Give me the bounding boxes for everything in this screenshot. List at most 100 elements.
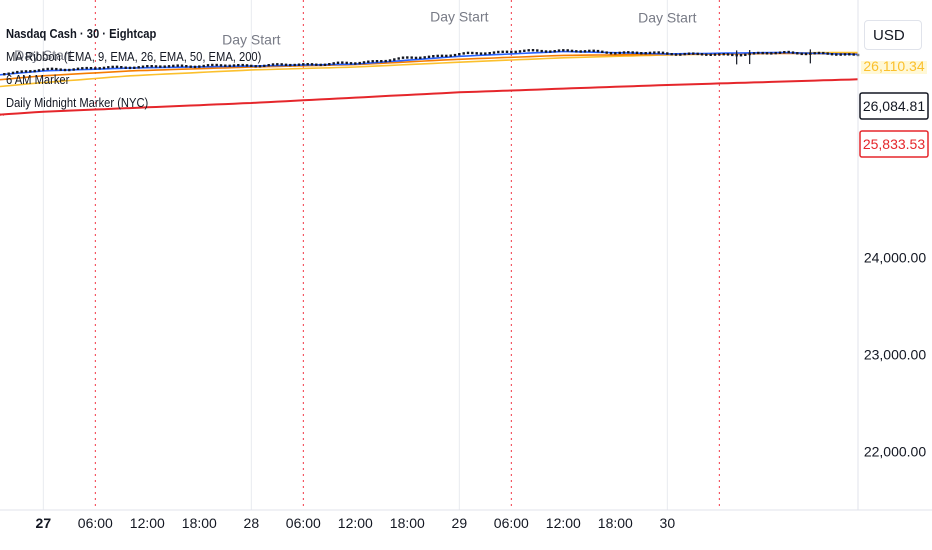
price-candle (557, 49, 561, 52)
price-candle (596, 49, 600, 53)
price-candle (436, 54, 439, 58)
price-candle (68, 68, 71, 72)
price-candle (176, 64, 179, 67)
price-candle (709, 53, 712, 56)
price-candle (696, 52, 699, 56)
price-candle (822, 51, 825, 55)
price-candle (787, 50, 790, 54)
price-candle (852, 53, 855, 56)
price-candle (609, 52, 613, 55)
symbol-title[interactable]: Nasdaq Cash · 30 · Eightcap (6, 26, 157, 41)
price-candle (475, 52, 478, 55)
price-candles (3, 49, 860, 76)
price-candle (250, 64, 253, 68)
x-tick-label: 27 (36, 515, 52, 531)
price-candle (284, 63, 288, 66)
price-label-last: 26,084.81 (859, 92, 929, 120)
price-candle (718, 53, 721, 56)
price-candle (635, 51, 639, 54)
price-candle (414, 56, 418, 60)
price-candle (744, 53, 747, 56)
price-candle (163, 65, 166, 68)
indicator-daily-midnight-marker[interactable]: Daily Midnight Marker (NYC) (6, 95, 149, 110)
price-candle (531, 49, 535, 52)
price-candle (393, 58, 396, 61)
price-candle (276, 63, 279, 66)
price-candle (722, 53, 725, 56)
price-candle (588, 49, 591, 53)
price-candle (50, 67, 54, 70)
currency-button[interactable]: USD (864, 20, 922, 50)
price-candle (85, 66, 88, 70)
six-am-markers (94, 0, 720, 510)
price-candle (124, 66, 127, 69)
price-candle (271, 63, 275, 66)
x-tick-label: 18:00 (390, 515, 425, 531)
x-tick-label: 12:00 (546, 515, 581, 531)
price-label-text: 25,833.53 (863, 136, 925, 152)
price-candle (37, 69, 41, 72)
price-candle (336, 61, 340, 64)
price-candle (605, 51, 608, 54)
price-candle (423, 56, 426, 59)
price-candle (107, 66, 110, 69)
price-candle (449, 54, 452, 57)
price-candle (666, 52, 669, 55)
price-candle (679, 53, 682, 56)
price-candle (146, 65, 149, 68)
x-tick-label: 06:00 (286, 515, 321, 531)
price-candle (263, 64, 266, 68)
y-tick-label: 23,000.00 (864, 347, 926, 363)
price-candle (341, 61, 344, 64)
x-tick-label: 12:00 (338, 515, 373, 531)
price-candle (319, 63, 322, 67)
indicator-ma-ribbon[interactable]: MA Ribbon (EMA, 9, EMA, 26, EMA, 50, EMA… (6, 49, 262, 64)
price-candle (167, 65, 171, 68)
price-candle (579, 50, 582, 53)
price-candle (237, 64, 240, 67)
price-candle (683, 52, 686, 56)
day-start-label: Day Start (430, 8, 488, 24)
price-candle (527, 49, 530, 52)
price-candle (497, 50, 500, 54)
price-candle (553, 50, 556, 53)
price-candle (510, 50, 513, 54)
price-candle (128, 66, 132, 70)
price-candle (150, 65, 153, 68)
price-label-text: 26,110.34 (863, 58, 924, 74)
price-candle (323, 63, 327, 66)
indicator-6am-marker[interactable]: 6 AM Marker (6, 72, 70, 87)
price-candle (813, 52, 816, 55)
price-candle (492, 51, 496, 54)
price-candle (42, 68, 45, 71)
price-candle (59, 68, 62, 71)
price-candle (514, 50, 517, 54)
time-axis: 27 06:00 12:00 18:00 28 06:00 12:00 18:00 29 06:0… (36, 515, 676, 531)
price-candle (570, 49, 574, 53)
price-candle (427, 55, 431, 58)
x-tick-label: 18:00 (182, 515, 217, 531)
price-candle (674, 53, 678, 56)
price-candle (440, 54, 444, 57)
price-candle (505, 50, 509, 53)
price-candle (432, 55, 435, 58)
price-candle (72, 68, 75, 71)
price-candle (254, 65, 257, 68)
price-candle (384, 59, 387, 63)
price-candle (397, 57, 400, 60)
price-candle (380, 60, 383, 63)
price-candle (687, 52, 691, 55)
price-candle (471, 51, 474, 55)
x-tick-label: 30 (660, 515, 676, 531)
x-tick-label: 28 (244, 515, 260, 531)
price-candle (700, 53, 704, 56)
price-candle (193, 65, 197, 69)
price-candle (63, 68, 67, 72)
price-candle (791, 51, 795, 54)
price-candle (783, 51, 786, 54)
price-candle (24, 70, 28, 73)
price-candle (419, 56, 422, 59)
price-candle (258, 65, 262, 68)
x-tick-label: 29 (452, 515, 468, 531)
